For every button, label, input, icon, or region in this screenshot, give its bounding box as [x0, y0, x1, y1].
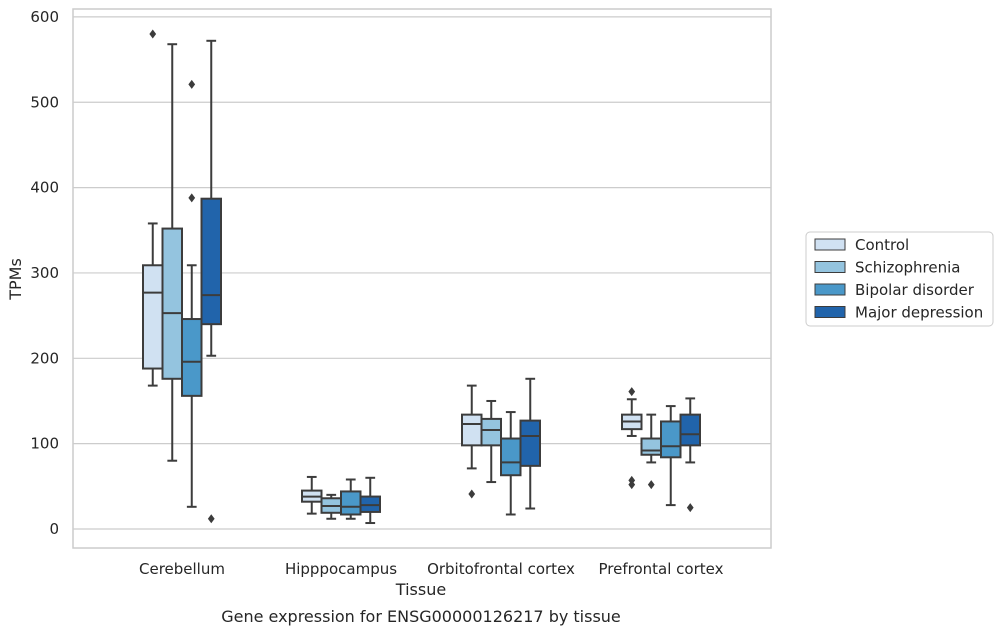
box-iqr	[461, 413, 483, 447]
legend-swatch	[814, 261, 846, 273]
box-iqr	[640, 437, 662, 456]
box-0-1	[161, 43, 183, 462]
box-2-3	[519, 377, 541, 510]
box-3-2	[660, 405, 682, 507]
legend-label: Schizophrenia	[855, 259, 960, 277]
outlier-point	[686, 503, 694, 513]
box-iqr	[340, 490, 362, 516]
box-0-0	[142, 29, 164, 387]
box-1-3	[359, 476, 381, 525]
box-1-0	[301, 475, 323, 515]
legend-label: Bipolar disorder	[855, 281, 975, 299]
box-2-0	[461, 384, 483, 499]
legend-swatch	[814, 306, 846, 318]
x-tick-label: Hipppocampus	[285, 560, 397, 578]
box-iqr	[660, 420, 682, 459]
box-2-1	[480, 399, 502, 484]
x-tick-label: Orbitofrontal cortex	[427, 560, 575, 578]
box-groups	[142, 29, 701, 525]
outlier-point	[149, 29, 157, 39]
y-tick-label: 500	[30, 93, 59, 111]
y-axis-title: TPMs	[6, 258, 25, 301]
box-1-2	[340, 478, 362, 520]
legend-label: Major depression	[855, 304, 983, 322]
y-tick-label: 400	[30, 179, 59, 197]
box-iqr	[480, 417, 502, 447]
x-tick-labels: Cerebellum Hipppocampus Orbitofrontal cort…	[139, 560, 724, 578]
x-axis-title: Tissue	[395, 580, 446, 599]
legend-items: Control Schizophrenia Bipolar disorder Majo…	[814, 236, 983, 322]
y-tick-labels: 0 100 200 300 400 500 600	[30, 8, 59, 538]
figure-caption: Gene expression for ENSG00000126217 by t…	[221, 607, 621, 626]
box-3-3	[679, 397, 701, 513]
outlier-point	[188, 193, 196, 203]
y-tick-label: 200	[30, 349, 59, 367]
outlier-point	[628, 387, 636, 397]
outlier-point	[188, 79, 196, 89]
legend-swatch	[814, 238, 846, 251]
box-iqr	[500, 437, 522, 477]
y-tick-label: 0	[49, 520, 59, 538]
legend: Control Schizophrenia Bipolar disorder Majo…	[805, 231, 994, 327]
legend-swatch	[814, 283, 846, 296]
box-iqr	[200, 197, 222, 326]
outlier-point	[468, 489, 476, 499]
y-tick-label: 300	[30, 264, 59, 282]
outlier-point	[207, 514, 215, 524]
plot-frame	[72, 8, 772, 549]
legend-label: Control	[855, 236, 909, 254]
y-tick-label: 600	[30, 8, 59, 26]
box-2-2	[500, 411, 522, 516]
box-iqr	[161, 227, 183, 380]
box-iqr	[519, 419, 541, 467]
outlier-point	[628, 480, 636, 490]
x-tick-label: Cerebellum	[139, 560, 225, 578]
box-0-2	[181, 79, 203, 508]
outlier-point	[647, 480, 655, 490]
x-tick-label: Prefrontal cortex	[599, 560, 724, 578]
legend-frame	[805, 231, 994, 327]
box-iqr	[679, 413, 701, 447]
box-3-0	[621, 387, 643, 490]
box-0-3	[200, 39, 222, 524]
box-1-1	[320, 493, 342, 520]
y-tick-label: 100	[30, 435, 59, 453]
box-iqr	[142, 264, 164, 370]
box-3-1	[640, 413, 662, 490]
box-iqr	[181, 318, 203, 397]
